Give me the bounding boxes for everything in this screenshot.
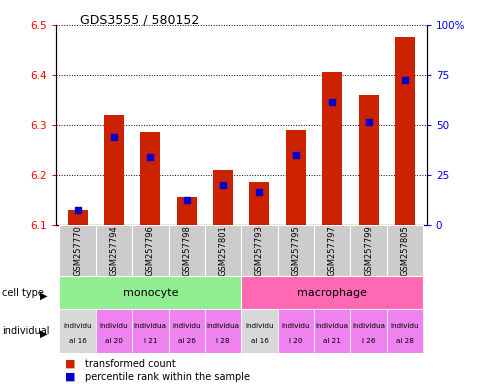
Text: ▶: ▶ bbox=[40, 329, 47, 339]
Bar bbox=[241, 276, 422, 309]
Text: individu: individu bbox=[281, 323, 310, 329]
Text: al 26: al 26 bbox=[178, 338, 195, 344]
Bar bbox=[204, 309, 241, 353]
Text: l 26: l 26 bbox=[361, 338, 375, 344]
Text: individual: individual bbox=[2, 326, 50, 336]
Text: al 21: al 21 bbox=[323, 338, 340, 344]
Bar bbox=[104, 115, 124, 225]
Bar bbox=[59, 309, 95, 353]
Text: GSM257795: GSM257795 bbox=[291, 225, 300, 276]
Text: al 16: al 16 bbox=[69, 338, 86, 344]
Bar bbox=[168, 309, 204, 353]
Bar bbox=[59, 276, 241, 309]
Bar bbox=[132, 225, 168, 276]
Bar bbox=[212, 170, 233, 225]
Text: GSM257793: GSM257793 bbox=[255, 225, 263, 276]
Text: individu: individu bbox=[172, 323, 201, 329]
Bar bbox=[249, 182, 269, 225]
Text: GSM257796: GSM257796 bbox=[146, 225, 154, 276]
Text: GSM257805: GSM257805 bbox=[400, 225, 408, 276]
Bar bbox=[358, 95, 378, 225]
Text: l 28: l 28 bbox=[216, 338, 229, 344]
Text: GSM257794: GSM257794 bbox=[109, 225, 118, 276]
Bar bbox=[140, 132, 160, 225]
Text: monocyte: monocyte bbox=[122, 288, 178, 298]
Text: individu: individu bbox=[99, 323, 128, 329]
Text: ■: ■ bbox=[65, 372, 76, 382]
Bar bbox=[314, 225, 349, 276]
Text: transformed count: transformed count bbox=[85, 359, 175, 369]
Text: al 16: al 16 bbox=[250, 338, 268, 344]
Bar bbox=[95, 309, 132, 353]
Text: individu: individu bbox=[244, 323, 273, 329]
Bar bbox=[168, 225, 204, 276]
Bar bbox=[394, 38, 414, 225]
Text: cell type: cell type bbox=[2, 288, 44, 298]
Bar bbox=[386, 309, 422, 353]
Bar bbox=[349, 225, 386, 276]
Bar bbox=[204, 225, 241, 276]
Text: GSM257797: GSM257797 bbox=[327, 225, 336, 276]
Text: al 28: al 28 bbox=[395, 338, 413, 344]
Bar bbox=[277, 309, 314, 353]
Bar bbox=[59, 225, 95, 276]
Bar bbox=[95, 225, 132, 276]
Text: individua: individua bbox=[351, 323, 384, 329]
Text: individua: individua bbox=[315, 323, 348, 329]
Bar bbox=[277, 225, 314, 276]
Text: individu: individu bbox=[390, 323, 419, 329]
Text: percentile rank within the sample: percentile rank within the sample bbox=[85, 372, 249, 382]
Text: GSM257798: GSM257798 bbox=[182, 225, 191, 276]
Text: l 20: l 20 bbox=[288, 338, 302, 344]
Text: GDS3555 / 580152: GDS3555 / 580152 bbox=[80, 13, 199, 26]
Bar bbox=[314, 309, 349, 353]
Text: l 21: l 21 bbox=[143, 338, 157, 344]
Text: al 20: al 20 bbox=[105, 338, 122, 344]
Bar bbox=[67, 210, 88, 225]
Text: individua: individua bbox=[134, 323, 166, 329]
Bar bbox=[349, 309, 386, 353]
Text: individu: individu bbox=[63, 323, 92, 329]
Bar bbox=[285, 130, 305, 225]
Text: ■: ■ bbox=[65, 359, 76, 369]
Bar bbox=[241, 309, 277, 353]
Bar bbox=[386, 225, 422, 276]
Bar bbox=[241, 225, 277, 276]
Text: ▶: ▶ bbox=[40, 291, 47, 301]
Text: individua: individua bbox=[206, 323, 239, 329]
Text: GSM257801: GSM257801 bbox=[218, 225, 227, 276]
Text: macrophage: macrophage bbox=[297, 288, 366, 298]
Text: GSM257799: GSM257799 bbox=[363, 225, 372, 276]
Text: GSM257770: GSM257770 bbox=[73, 225, 82, 276]
Bar bbox=[176, 197, 197, 225]
Bar bbox=[132, 309, 168, 353]
Bar bbox=[321, 72, 342, 225]
